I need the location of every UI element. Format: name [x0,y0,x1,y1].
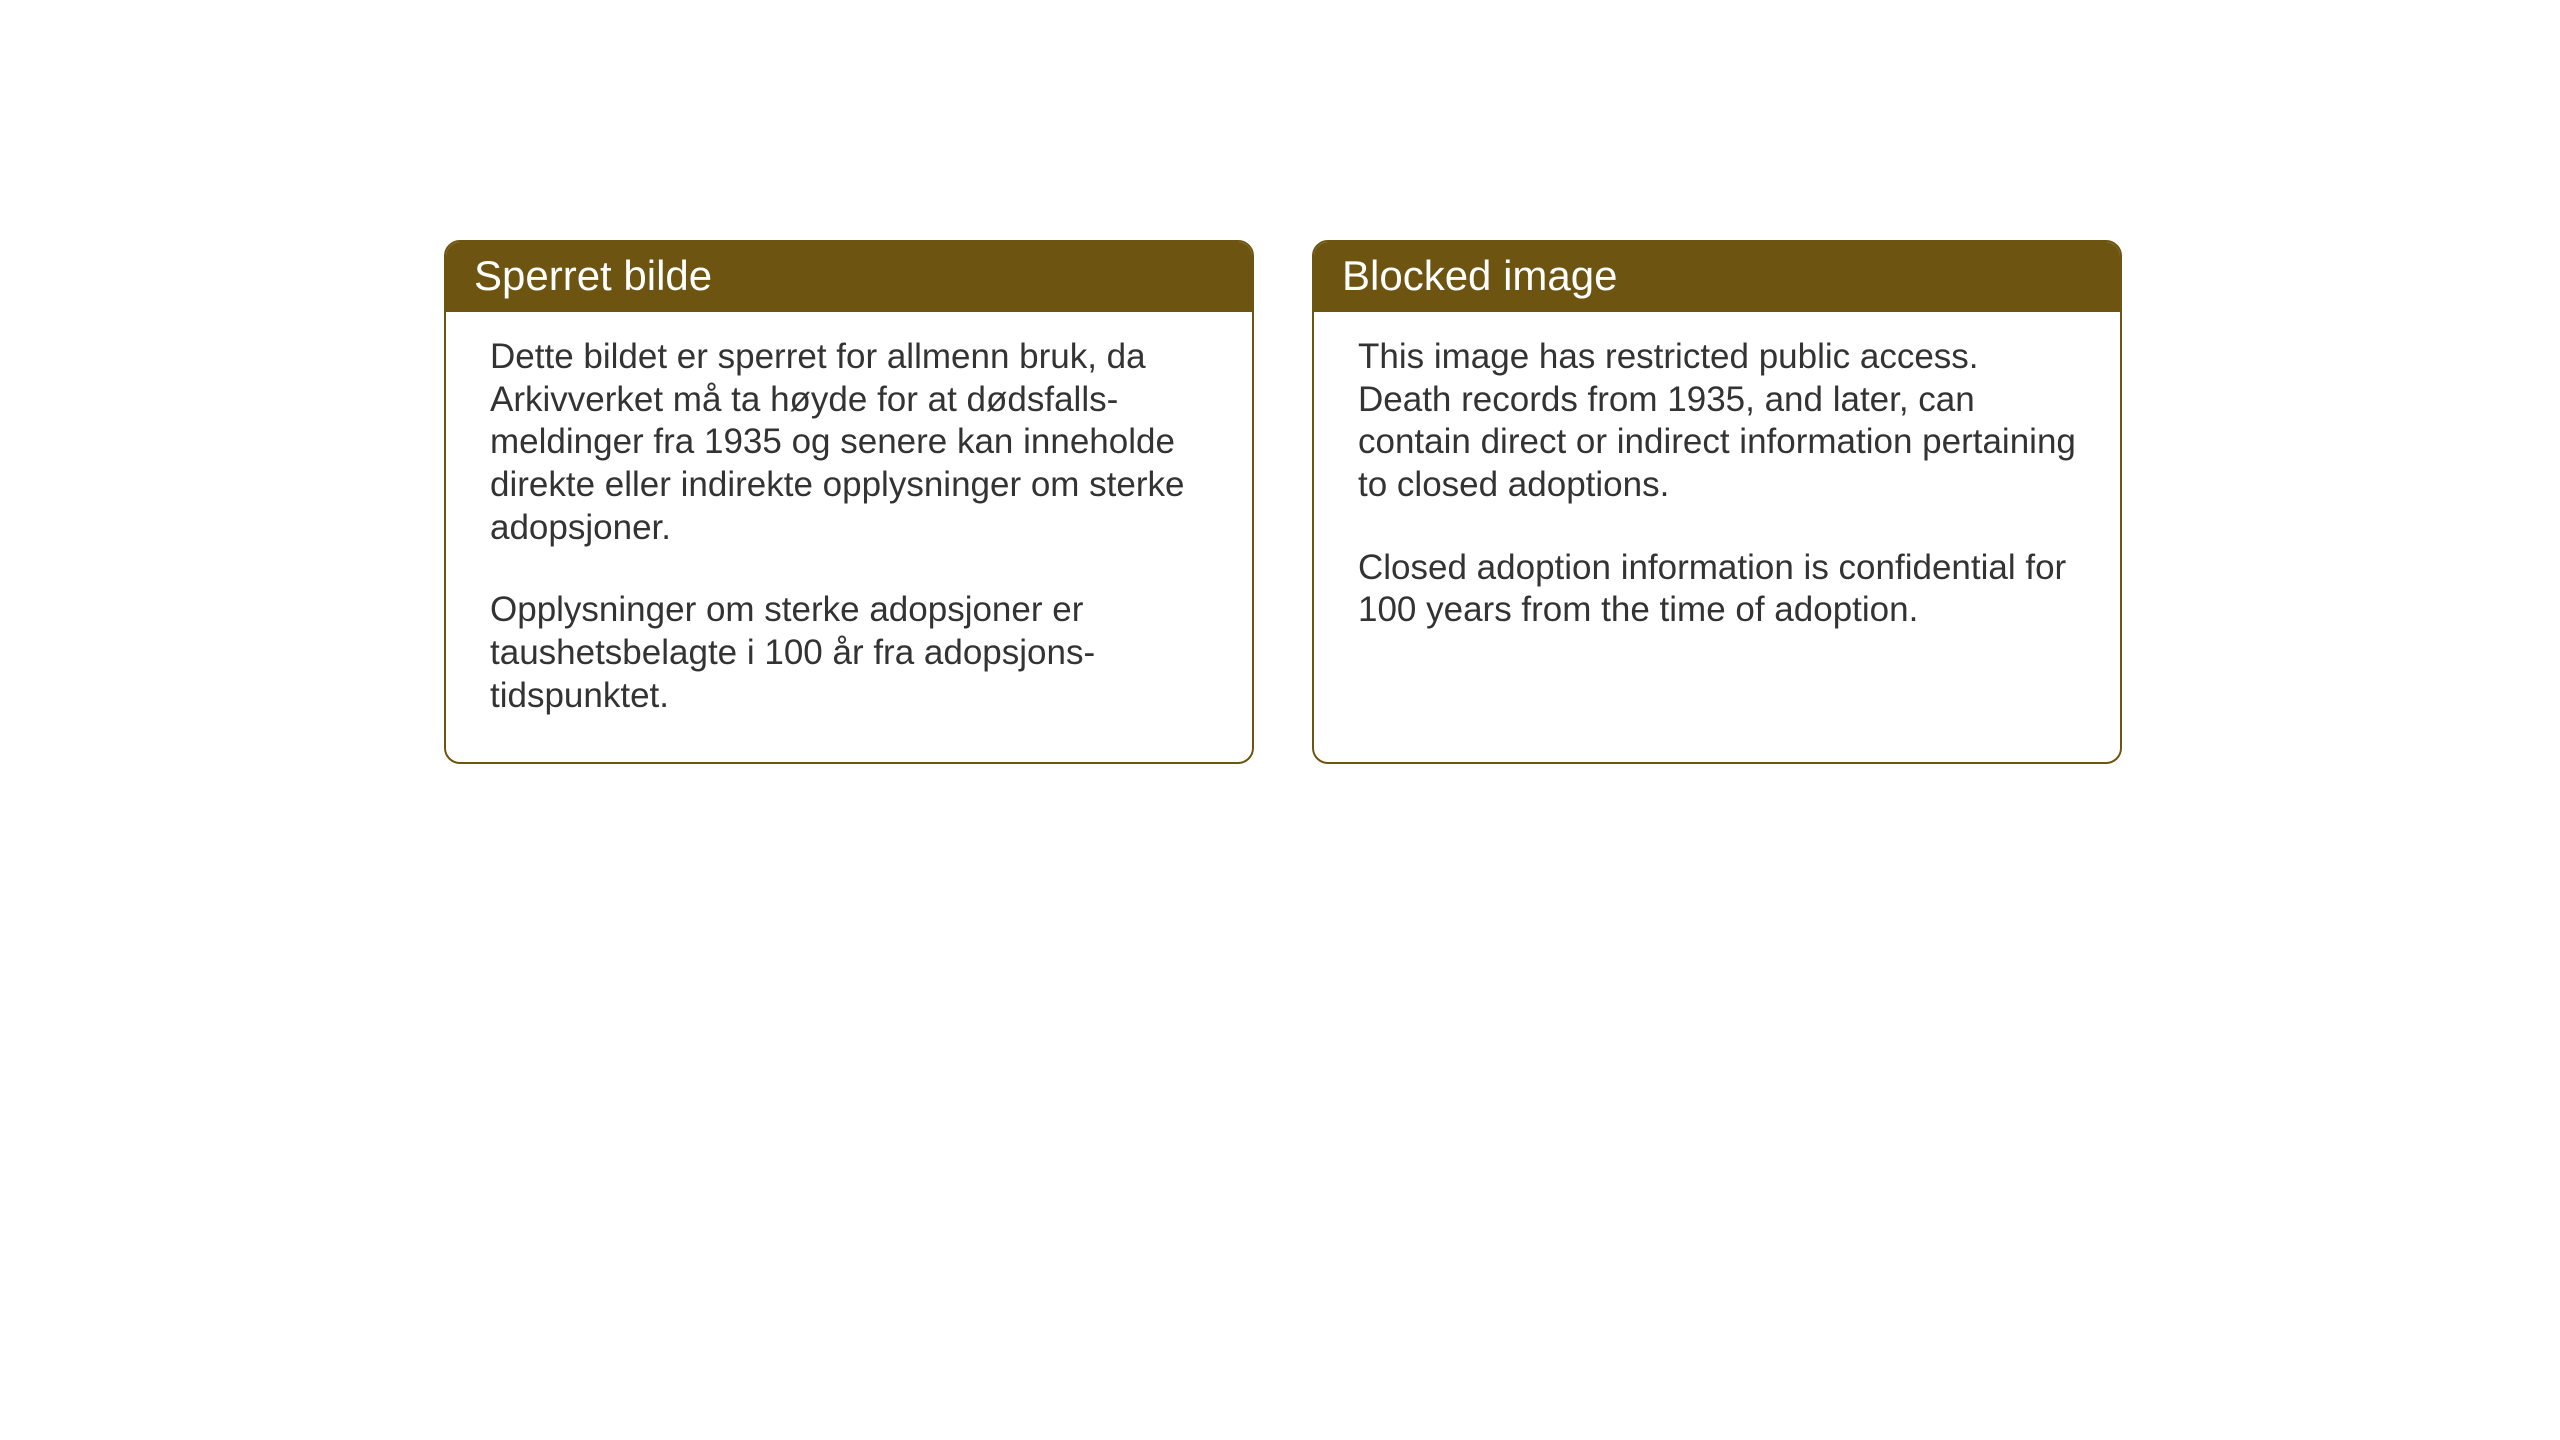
notice-container: Sperret bilde Dette bildet er sperret fo… [444,240,2122,764]
card-paragraph-2-english: Closed adoption information is confident… [1358,547,2076,632]
card-paragraph-1-english: This image has restricted public access.… [1358,336,2076,507]
card-title-norwegian: Sperret bilde [474,252,712,299]
notice-card-english: Blocked image This image has restricted … [1312,240,2122,764]
card-body-english: This image has restricted public access.… [1314,312,2120,676]
card-paragraph-1-norwegian: Dette bildet er sperret for allmenn bruk… [490,336,1208,549]
card-body-norwegian: Dette bildet er sperret for allmenn bruk… [446,312,1252,762]
notice-card-norwegian: Sperret bilde Dette bildet er sperret fo… [444,240,1254,764]
card-header-norwegian: Sperret bilde [446,242,1252,312]
card-header-english: Blocked image [1314,242,2120,312]
card-title-english: Blocked image [1342,252,1617,299]
card-paragraph-2-norwegian: Opplysninger om sterke adopsjoner er tau… [490,589,1208,717]
